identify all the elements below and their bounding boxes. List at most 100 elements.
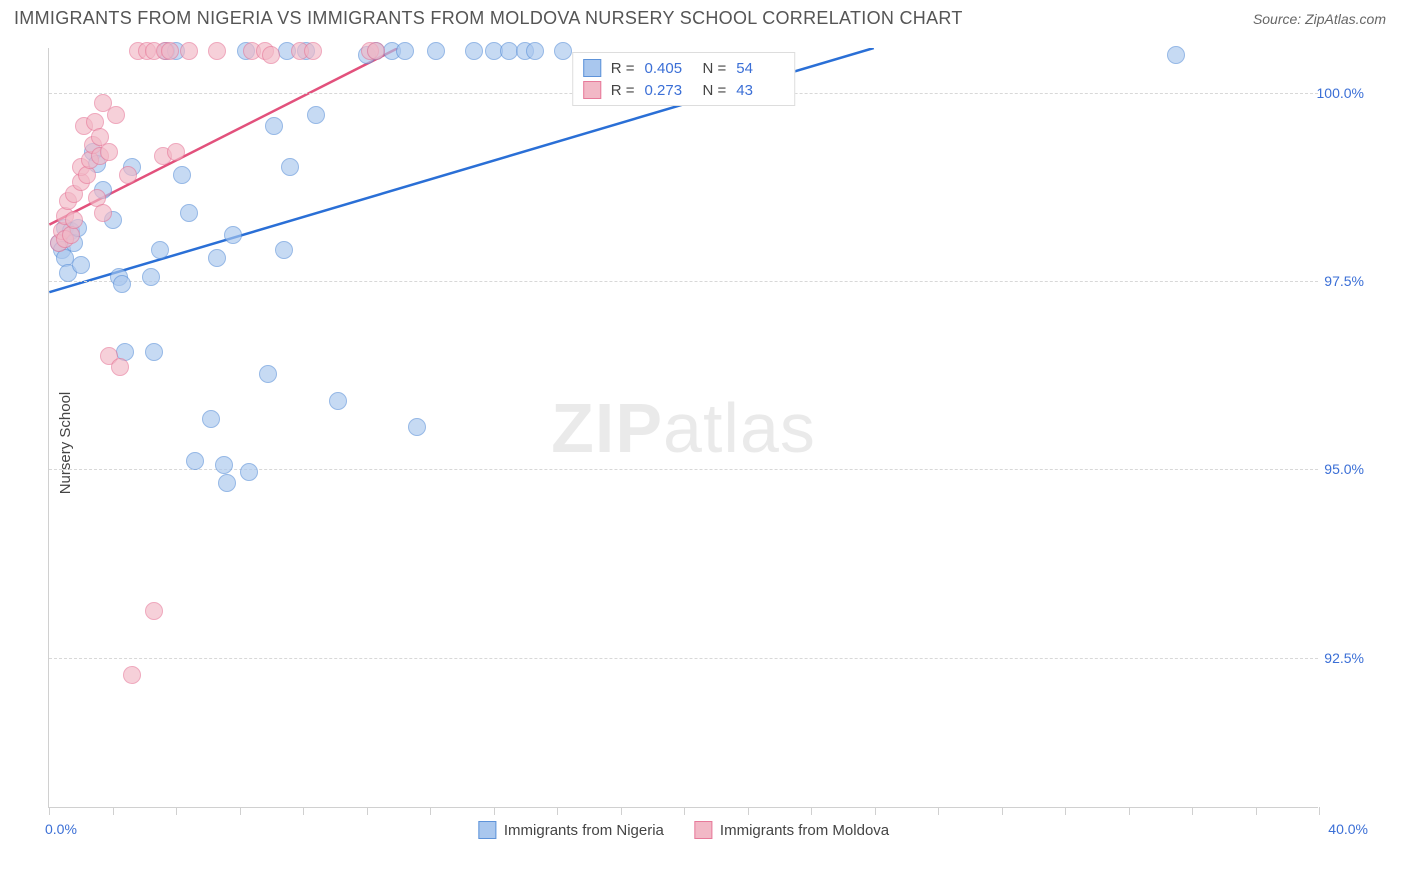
r-value-moldova: 0.273 [645, 82, 693, 99]
point-nigeria [408, 418, 426, 436]
point-nigeria [240, 463, 258, 481]
series-legend: Immigrants from Nigeria Immigrants from … [478, 821, 889, 839]
x-tick [1319, 807, 1320, 815]
point-nigeria [275, 241, 293, 259]
point-nigeria [215, 456, 233, 474]
point-nigeria [281, 158, 299, 176]
legend-label-moldova: Immigrants from Moldova [720, 822, 889, 839]
point-moldova [123, 666, 141, 684]
y-tick-label: 100.0% [1317, 85, 1364, 101]
r-value-nigeria: 0.405 [645, 60, 693, 77]
point-moldova [145, 602, 163, 620]
n-label: N = [703, 60, 727, 77]
point-nigeria [113, 275, 131, 293]
n-value-nigeria: 54 [736, 60, 784, 77]
point-moldova [107, 106, 125, 124]
point-moldova [100, 143, 118, 161]
x-tick [49, 807, 50, 815]
x-tick [494, 807, 495, 815]
x-tick [811, 807, 812, 815]
legend-label-nigeria: Immigrants from Nigeria [504, 822, 664, 839]
point-nigeria [142, 268, 160, 286]
point-moldova [180, 42, 198, 60]
watermark: ZIPatlas [551, 388, 816, 468]
x-tick [240, 807, 241, 815]
x-tick [430, 807, 431, 815]
point-moldova [161, 42, 179, 60]
x-tick [113, 807, 114, 815]
point-nigeria [427, 42, 445, 60]
point-moldova [119, 166, 137, 184]
point-nigeria [218, 474, 236, 492]
plot-area: ZIPatlas R = 0.405 N = 54 R = 0.273 N = … [48, 48, 1318, 808]
r-label: R = [611, 60, 635, 77]
swatch-moldova-icon [694, 821, 712, 839]
x-tick [684, 807, 685, 815]
chart-container: Nursery School ZIPatlas R = 0.405 N = 54… [48, 48, 1358, 838]
stats-row-nigeria: R = 0.405 N = 54 [583, 57, 785, 79]
legend-item-nigeria: Immigrants from Nigeria [478, 821, 664, 839]
swatch-nigeria-icon [478, 821, 496, 839]
y-tick-label: 92.5% [1324, 650, 1364, 666]
x-tick [748, 807, 749, 815]
point-moldova [367, 42, 385, 60]
point-nigeria [554, 42, 572, 60]
x-tick [1256, 807, 1257, 815]
point-moldova [78, 166, 96, 184]
x-tick [1129, 807, 1130, 815]
point-moldova [262, 46, 280, 64]
point-moldova [208, 42, 226, 60]
n-label: N = [703, 82, 727, 99]
x-tick [176, 807, 177, 815]
gridline [49, 658, 1318, 659]
point-nigeria [173, 166, 191, 184]
stats-legend: R = 0.405 N = 54 R = 0.273 N = 43 [572, 52, 796, 106]
point-nigeria [1167, 46, 1185, 64]
n-value-moldova: 43 [736, 82, 784, 99]
point-nigeria [151, 241, 169, 259]
point-moldova [62, 226, 80, 244]
point-nigeria [224, 226, 242, 244]
x-tick [1002, 807, 1003, 815]
legend-item-moldova: Immigrants from Moldova [694, 821, 889, 839]
gridline [49, 281, 1318, 282]
point-nigeria [259, 365, 277, 383]
point-moldova [65, 211, 83, 229]
point-nigeria [186, 452, 204, 470]
point-nigeria [307, 106, 325, 124]
point-nigeria [208, 249, 226, 267]
y-tick-label: 95.0% [1324, 461, 1364, 477]
x-tick [875, 807, 876, 815]
swatch-nigeria-icon [583, 59, 601, 77]
point-nigeria [329, 392, 347, 410]
watermark-rest: atlas [663, 389, 816, 467]
point-moldova [111, 358, 129, 376]
x-max-label: 40.0% [1328, 821, 1368, 837]
watermark-bold: ZIP [551, 389, 663, 467]
y-tick-label: 97.5% [1324, 273, 1364, 289]
point-moldova [304, 42, 322, 60]
point-moldova [167, 143, 185, 161]
x-tick [303, 807, 304, 815]
point-nigeria [465, 42, 483, 60]
chart-title: IMMIGRANTS FROM NIGERIA VS IMMIGRANTS FR… [14, 8, 963, 29]
x-tick [557, 807, 558, 815]
x-tick [621, 807, 622, 815]
point-nigeria [180, 204, 198, 222]
swatch-moldova-icon [583, 81, 601, 99]
source-attribution: Source: ZipAtlas.com [1253, 11, 1386, 27]
point-moldova [94, 204, 112, 222]
point-nigeria [72, 256, 90, 274]
regression-lines [49, 48, 1318, 807]
r-label: R = [611, 82, 635, 99]
point-nigeria [396, 42, 414, 60]
point-nigeria [202, 410, 220, 428]
point-nigeria [265, 117, 283, 135]
point-nigeria [526, 42, 544, 60]
x-tick [1065, 807, 1066, 815]
x-min-label: 0.0% [45, 821, 77, 837]
x-tick [367, 807, 368, 815]
x-tick [1192, 807, 1193, 815]
stats-row-moldova: R = 0.273 N = 43 [583, 79, 785, 101]
point-nigeria [145, 343, 163, 361]
